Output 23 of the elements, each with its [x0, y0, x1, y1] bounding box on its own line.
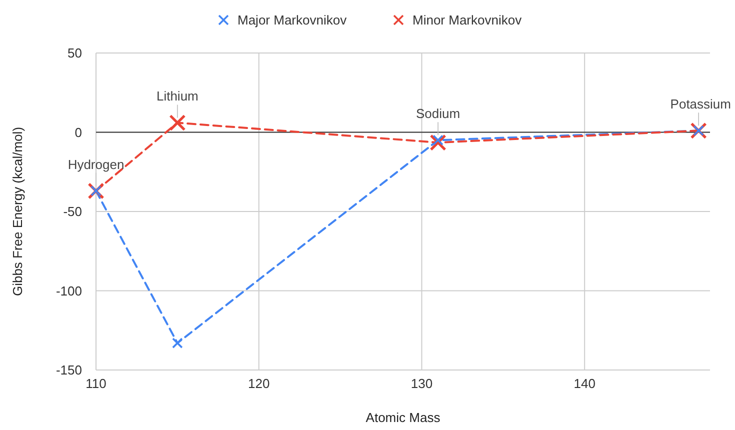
- y-tick-label: 0: [74, 124, 82, 140]
- x-axis-title: Atomic Mass: [366, 410, 441, 425]
- point: [169, 114, 186, 132]
- annotation: Sodium: [416, 106, 460, 122]
- y-tick-label: -100: [56, 283, 82, 298]
- point: [172, 338, 183, 348]
- x-tick-label: 110: [86, 376, 106, 391]
- x-tick-label: 120: [248, 376, 270, 391]
- annotation: Hydrogen: [68, 156, 124, 172]
- point: [90, 185, 102, 196]
- y-tick-label: -50: [63, 204, 82, 219]
- y-axis-title: Gibbs Free Energy (kcal/mol): [10, 126, 25, 296]
- annotation: Lithium: [156, 88, 198, 104]
- x-tick-label: 140: [574, 376, 596, 391]
- legend-label: Major Markovnikov: [238, 12, 348, 28]
- y-tick-label: -150: [56, 362, 82, 378]
- annotation: Potassium: [670, 96, 731, 112]
- y-tick-label: 50: [68, 46, 82, 60]
- legend-label: Minor Markovnikov: [412, 12, 522, 28]
- point: [693, 125, 704, 136]
- point: [430, 134, 446, 151]
- point: [432, 134, 444, 146]
- x-tick-label: 130: [410, 376, 433, 391]
